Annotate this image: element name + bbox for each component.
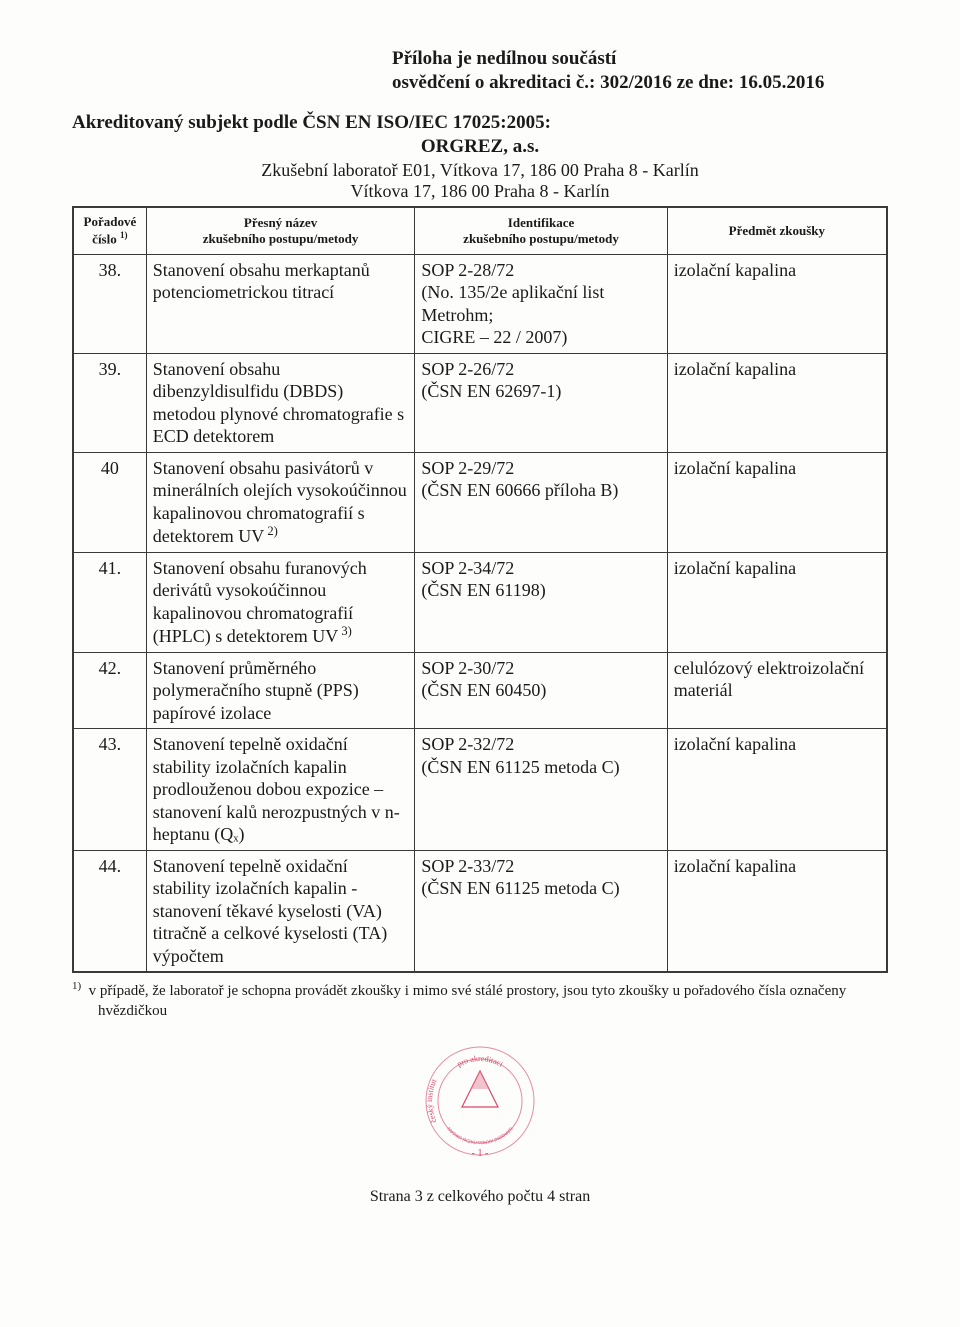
table-header-row: Pořadové číslo 1) Přesný název zkušebníh… (73, 207, 887, 254)
row-identification: SOP 2-32/72(ČSN EN 61125 metoda C) (415, 729, 667, 851)
table-row: 41.Stanovení obsahu furanových derivátů … (73, 552, 887, 652)
stamp-inner-text: NÁRODNÍ AKREDITAČNÍ ORGÁN (446, 1126, 513, 1145)
footnote-sup: 1) (72, 980, 81, 992)
footnote-text: v případě, že laboratoř je schopna prová… (89, 983, 847, 1019)
row-method-name: Stanovení obsahu dibenzyldisulfidu (DBDS… (146, 353, 415, 452)
row-identification: SOP 2-29/72(ČSN EN 60666 příloha B) (415, 452, 667, 552)
row-identification: SOP 2-28/72(No. 135/2e aplikační list Me… (415, 254, 667, 353)
row-method-name: Stanovení tepelně oxidační stability izo… (146, 729, 415, 851)
page-footer: Strana 3 z celkového počtu 4 stran (72, 1188, 888, 1206)
row-number: 40 (73, 452, 146, 552)
row-number: 43. (73, 729, 146, 851)
col-ident-l2: zkušebního postupu/metody (463, 231, 619, 246)
org-name: ORGREZ, a.s. (72, 136, 888, 158)
row-subject: izolační kapalina (667, 254, 887, 353)
row-subject: izolační kapalina (667, 353, 887, 452)
accredited-subject: Akreditovaný subjekt podle ČSN EN ISO/IE… (72, 112, 888, 134)
accreditation-stamp: pro akreditaci český institut NÁRODNÍ AK… (410, 1031, 550, 1171)
row-identification: SOP 2-30/72(ČSN EN 60450) (415, 652, 667, 729)
row-subject: izolační kapalina (667, 452, 887, 552)
lab-name: Zkušební laboratoř E01, Vítkova 17, 186 … (72, 160, 888, 181)
stamp-top-text: pro akreditaci (456, 1054, 506, 1069)
row-number: 42. (73, 652, 146, 729)
row-subject: izolační kapalina (667, 729, 887, 851)
stamp-container: pro akreditaci český institut NÁRODNÍ AK… (72, 1031, 888, 1176)
table-row: 40Stanovení obsahu pasivátorů v mineráln… (73, 452, 887, 552)
attachment-title-2: osvědčení o akreditaci č.: 302/2016 ze d… (392, 72, 888, 94)
row-method-name: Stanovení obsahu merkaptanů potenciometr… (146, 254, 415, 353)
stamp-left-text: český institut (425, 1077, 439, 1125)
svg-text:český institut: český institut (425, 1077, 439, 1125)
col-method-l2: zkušebního postupu/metody (203, 231, 359, 246)
col-number: Pořadové číslo 1) (73, 207, 146, 254)
row-number: 41. (73, 552, 146, 652)
col-method-l1: Přesný název (244, 215, 317, 230)
col-number-sup: 1) (120, 230, 128, 240)
svg-text:pro akreditaci: pro akreditaci (456, 1054, 506, 1069)
row-number: 44. (73, 850, 146, 972)
col-identification: Identifikace zkušebního postupu/metody (415, 207, 667, 254)
row-method-name: Stanovení obsahu furanových derivátů vys… (146, 552, 415, 652)
footnote: 1) v případě, že laboratoř je schopna pr… (72, 979, 888, 1021)
row-method-name: Stanovení tepelně oxidační stability izo… (146, 850, 415, 972)
table-row: 38.Stanovení obsahu merkaptanů potenciom… (73, 254, 887, 353)
table-row: 42.Stanovení průměrného polymeračního st… (73, 652, 887, 729)
svg-text:NÁRODNÍ AKREDITAČNÍ ORGÁN: NÁRODNÍ AKREDITAČNÍ ORGÁN (446, 1126, 513, 1145)
row-subject: izolační kapalina (667, 552, 887, 652)
lab-address: Vítkova 17, 186 00 Praha 8 - Karlín (72, 181, 888, 202)
attachment-title-1: Příloha je nedílnou součástí (392, 48, 888, 70)
col-subject: Předmět zkoušky (667, 207, 887, 254)
col-ident-l1: Identifikace (508, 215, 574, 230)
row-subject: izolační kapalina (667, 850, 887, 972)
table-row: 44.Stanovení tepelně oxidační stability … (73, 850, 887, 972)
row-identification: SOP 2-33/72(ČSN EN 61125 metoda C) (415, 850, 667, 972)
stamp-page-mark: - 1 - (472, 1148, 489, 1159)
col-method-name: Přesný název zkušebního postupu/metody (146, 207, 415, 254)
row-identification: SOP 2-34/72(ČSN EN 61198) (415, 552, 667, 652)
row-identification: SOP 2-26/72(ČSN EN 62697-1) (415, 353, 667, 452)
col-number-l1: Pořadové (84, 214, 137, 229)
accreditation-table: Pořadové číslo 1) Přesný název zkušebníh… (72, 206, 888, 973)
row-method-name: Stanovení průměrného polymeračního stupn… (146, 652, 415, 729)
row-number: 39. (73, 353, 146, 452)
row-subject: celulózový elektroizolační materiál (667, 652, 887, 729)
col-number-l2: číslo (92, 232, 117, 247)
table-row: 43.Stanovení tepelně oxidační stability … (73, 729, 887, 851)
table-row: 39.Stanovení obsahu dibenzyldisulfidu (D… (73, 353, 887, 452)
row-number: 38. (73, 254, 146, 353)
row-method-name: Stanovení obsahu pasivátorů v minerálníc… (146, 452, 415, 552)
